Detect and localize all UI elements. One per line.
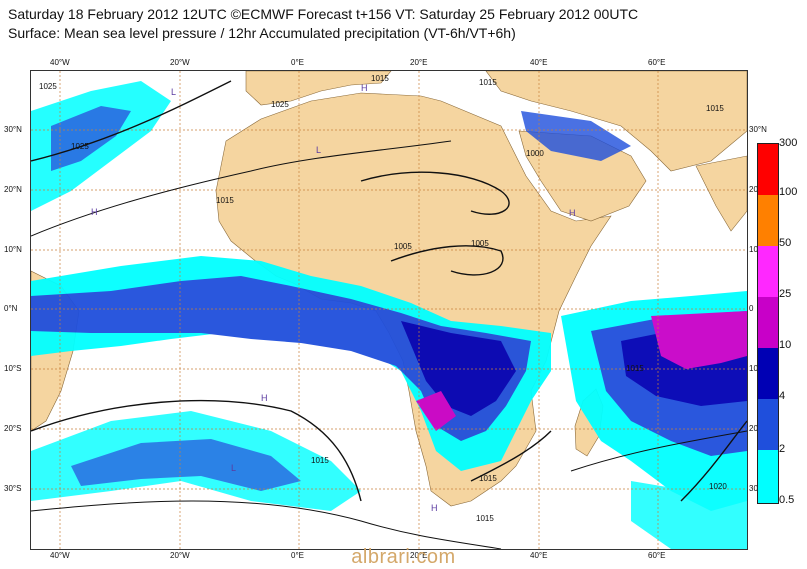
lat-label-left: 10°S — [4, 364, 22, 373]
lat-label-right: 20 — [749, 185, 758, 194]
lat-label-left: 20°S — [4, 424, 22, 433]
colorbar-swatch — [758, 195, 778, 246]
pressure-centers: H H H H H L L L — [91, 83, 576, 513]
isobar-label: 1025 — [39, 82, 57, 91]
low-pressure-mark: L — [316, 145, 321, 155]
lat-label-left: 30°N — [4, 125, 22, 134]
isobar — [680, 420, 747, 502]
isobar — [31, 80, 232, 162]
isobar-label: 1015 — [706, 104, 724, 113]
isobar — [31, 500, 502, 549]
isobar-label: 1025 — [271, 100, 289, 109]
isobar-label: 1015 — [371, 74, 389, 83]
lat-label-left: 30°S — [4, 484, 22, 493]
isobar — [470, 430, 552, 482]
india-landmass — [695, 155, 747, 232]
isobar-label: 1015 — [479, 78, 497, 87]
colorbar-swatch — [758, 399, 778, 450]
colorbar-label: 25 — [779, 288, 792, 300]
precip-northwest-inner — [51, 106, 131, 171]
lon-label-top: 20°W — [170, 58, 190, 67]
isobar-label: 1005 — [471, 239, 489, 248]
asia-landmass — [485, 71, 747, 172]
lat-label-left: 10°N — [4, 245, 22, 254]
precip-south-band-inner — [71, 439, 301, 491]
colorbar-swatch — [758, 246, 778, 297]
precip-southeast — [631, 481, 747, 549]
weather-map: 1025 1025 1025 1015 1015 1015 1005 1005 … — [30, 70, 748, 550]
lon-label-bottom: 40°E — [530, 551, 548, 560]
high-pressure-mark: H — [361, 83, 368, 93]
lon-label-top: 40°W — [50, 58, 70, 67]
isobar-label: 1015 — [311, 456, 329, 465]
graticule — [31, 71, 747, 549]
isobar — [31, 140, 452, 237]
precip-heavy — [401, 321, 516, 416]
chart-title-line2: Surface: Mean sea level pressure / 12hr … — [8, 25, 516, 41]
lon-label-top: 40°E — [530, 58, 548, 67]
isobar-label: 1005 — [394, 242, 412, 251]
lat-label-right: 30 — [749, 484, 758, 493]
lon-label-bottom: 40°W — [50, 551, 70, 560]
colorbar-swatch — [758, 348, 778, 399]
precipitation — [31, 81, 747, 549]
isobar-label: 1015 — [216, 196, 234, 205]
precip-very-heavy — [416, 391, 456, 431]
precip-mideast — [521, 111, 631, 161]
colorbar-label: 4 — [779, 390, 786, 402]
colorbar-swatch — [758, 297, 778, 348]
isobar-label: 1025 — [71, 142, 89, 151]
isobar-label: 1000 — [526, 149, 544, 158]
isobars — [31, 80, 747, 549]
precip-moderate — [31, 276, 531, 441]
lat-label-left: 0°N — [4, 304, 18, 313]
low-pressure-mark: L — [171, 87, 176, 97]
isobar — [570, 430, 747, 472]
colorbar-label: 0.5 — [779, 494, 795, 506]
isobar-labels: 1025 1025 1025 1015 1015 1015 1005 1005 … — [39, 74, 727, 523]
lon-label-bottom: 20°W — [170, 551, 190, 560]
lon-label-bottom: 60°E — [648, 551, 666, 560]
lon-label-top: 0°E — [291, 58, 304, 67]
lon-label-top: 20°E — [410, 58, 428, 67]
isobar — [31, 399, 362, 502]
isobar-label: 1015 — [479, 474, 497, 483]
colorbar-swatch — [758, 450, 778, 503]
isobar-label: 1015 — [476, 514, 494, 523]
lat-label-right: 20 — [749, 424, 758, 433]
lat-label-right: 30°N — [749, 125, 767, 134]
lat-label-right: 10 — [749, 364, 758, 373]
lat-label-left: 20°N — [4, 185, 22, 194]
high-pressure-mark: H — [91, 207, 98, 217]
chart-title-line1: Saturday 18 February 2012 12UTC ©ECMWF F… — [8, 6, 639, 22]
lon-label-bottom: 20°E — [410, 551, 428, 560]
isobar-label: 1015 — [626, 364, 644, 373]
isobar — [360, 171, 510, 215]
colorbar-label: 50 — [779, 237, 792, 249]
lon-label-top: 60°E — [648, 58, 666, 67]
lon-label-bottom: 0°E — [291, 551, 304, 560]
colorbar-label: 300 — [779, 137, 798, 149]
high-pressure-mark: H — [431, 503, 438, 513]
lat-label-right: 0 — [749, 304, 754, 313]
map-canvas: 1025 1025 1025 1015 1015 1015 1005 1005 … — [31, 71, 747, 549]
isobar-label: 1020 — [709, 482, 727, 491]
colorbar-label: 10 — [779, 339, 792, 351]
colorbar-label: 2 — [779, 443, 786, 455]
colorbar-label: 100 — [779, 186, 798, 198]
high-pressure-mark: H — [569, 208, 576, 218]
precip-very-heavy-east — [651, 311, 747, 369]
watermark: albrari.com — [351, 546, 456, 568]
precipitation-colorbar — [757, 143, 779, 504]
isobar — [390, 245, 504, 276]
low-pressure-mark: L — [231, 463, 236, 473]
europe-landmass — [245, 71, 392, 106]
colorbar-swatch — [758, 144, 778, 195]
high-pressure-mark: H — [261, 393, 268, 403]
lat-label-right: 10 — [749, 245, 758, 254]
